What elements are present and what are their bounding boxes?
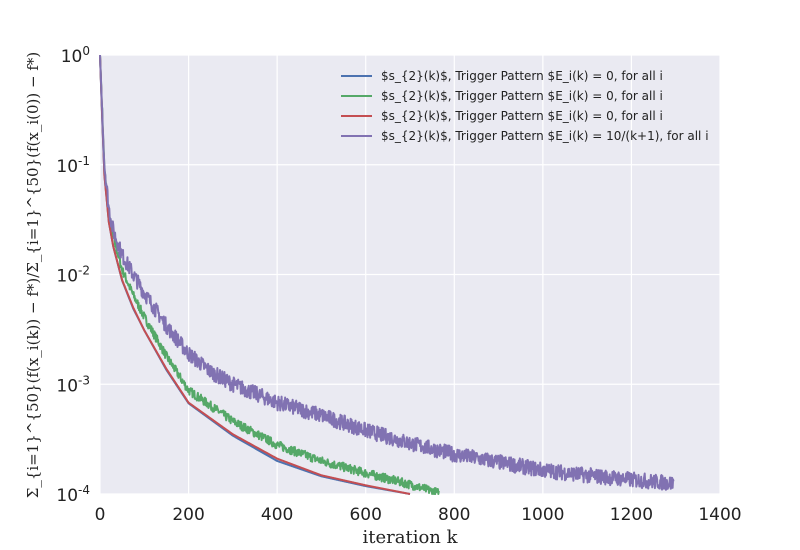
x-tick-label: 400 <box>261 505 293 525</box>
y-tick-label: 10-3 <box>56 373 90 396</box>
legend: $s_{2}(k)$, Trigger Pattern $E_i(k) = 0,… <box>341 69 709 143</box>
x-tick-label: 0 <box>95 505 106 525</box>
legend-label-4: $s_{2}(k)$, Trigger Pattern $E_i(k) = 10… <box>381 129 709 143</box>
x-tick-label: 200 <box>172 505 204 525</box>
legend-label-1: $s_{2}(k)$, Trigger Pattern $E_i(k) = 0,… <box>381 69 663 83</box>
x-tick-label: 800 <box>438 505 470 525</box>
x-tick-label: 600 <box>349 505 381 525</box>
series-layer <box>99 54 675 495</box>
x-tick-labels: 0 200 400 600 800 1000 1200 1400 <box>95 505 742 525</box>
series-line-2 <box>99 54 440 495</box>
y-tick-label: 10-4 <box>56 483 90 506</box>
legend-label-2: $s_{2}(k)$, Trigger Pattern $E_i(k) = 0,… <box>381 89 663 103</box>
y-tick-labels: 100 10-1 10-2 10-3 10-4 <box>56 44 90 506</box>
y-axis-label: Σ_{i=1}^{50}(f(x_i(k)) − f*)/Σ_{i=1}^{50… <box>24 52 42 499</box>
x-tick-label: 1200 <box>610 505 653 525</box>
series-line-4 <box>99 54 675 491</box>
grid-lines <box>99 54 721 495</box>
y-tick-label: 100 <box>61 44 90 67</box>
y-tick-label: 10-2 <box>56 264 90 287</box>
y-tick-label: 10-1 <box>56 154 90 177</box>
x-tick-label: 1000 <box>521 505 564 525</box>
x-axis-label: iteration k <box>362 527 458 548</box>
x-tick-label: 1400 <box>698 505 741 525</box>
series-line-3 <box>99 54 411 495</box>
legend-label-3: $s_{2}(k)$, Trigger Pattern $E_i(k) = 0,… <box>381 109 663 123</box>
